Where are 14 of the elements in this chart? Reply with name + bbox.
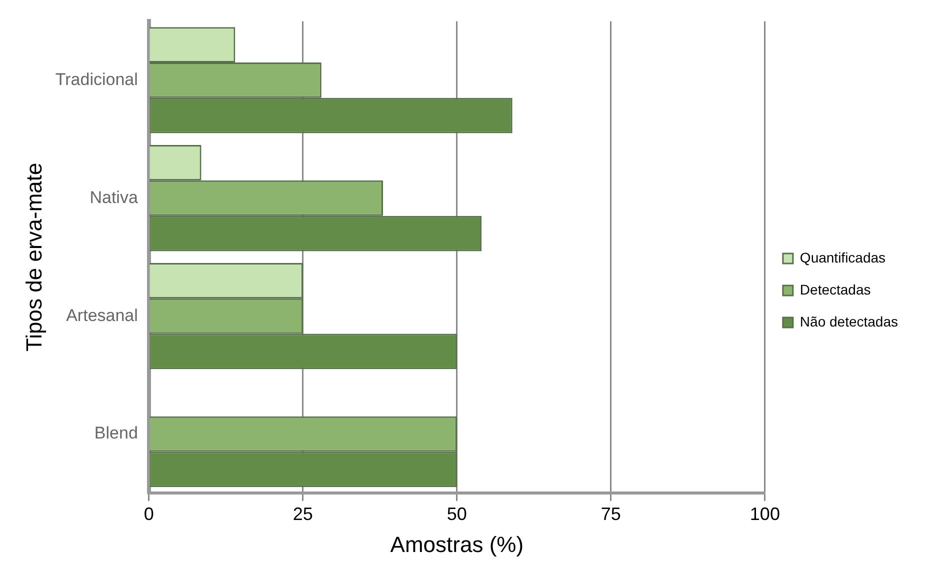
legend-label: Quantificadas (800, 249, 886, 266)
x-tick-label: 100 (750, 504, 780, 524)
y-tick-label: Blend (94, 424, 138, 443)
x-tick-label: 0 (144, 504, 154, 524)
legend-label: Não detectadas (800, 313, 898, 330)
x-tick-label: 75 (600, 504, 621, 524)
x-tick-label: 25 (292, 504, 313, 524)
y-tick-label: Nativa (90, 188, 138, 207)
y-tick-label: Tradicional (55, 70, 138, 89)
y-axis-title: Tipos de erva-mate (21, 162, 46, 352)
x-tick-label: 50 (446, 504, 467, 524)
y-tick-label: Artesanal (66, 306, 138, 325)
legend-label: Detectadas (800, 281, 871, 298)
x-axis-title: Amostras (%) (390, 532, 524, 557)
